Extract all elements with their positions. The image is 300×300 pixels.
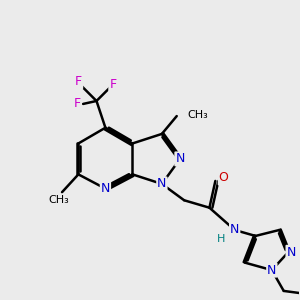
Text: H: H: [217, 234, 226, 244]
Text: N: N: [101, 182, 110, 195]
Text: CH₃: CH₃: [49, 195, 69, 205]
Text: N: N: [230, 224, 239, 236]
Text: N: N: [267, 264, 277, 277]
Text: F: F: [75, 75, 82, 88]
Text: N: N: [175, 152, 185, 165]
Text: F: F: [74, 98, 81, 110]
Text: CH₃: CH₃: [187, 110, 208, 120]
Text: N: N: [157, 177, 167, 190]
Text: N: N: [286, 246, 296, 259]
Text: F: F: [109, 78, 116, 91]
Text: O: O: [219, 172, 229, 184]
